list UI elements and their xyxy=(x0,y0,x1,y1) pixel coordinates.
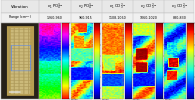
Text: $\nu_2$ PO$_4^{3-}$: $\nu_2$ PO$_4^{3-}$ xyxy=(78,1,95,12)
Text: $\nu_2$ CO$_3^{2-}$: $\nu_2$ CO$_3^{2-}$ xyxy=(140,1,157,12)
Text: 1260-960: 1260-960 xyxy=(47,16,63,20)
Text: 960-915: 960-915 xyxy=(79,16,93,20)
Bar xyxy=(1,0,194,13)
Text: 880-830: 880-830 xyxy=(173,16,186,20)
Bar xyxy=(1,23,194,99)
Text: 1060-1020: 1060-1020 xyxy=(139,16,157,20)
Text: $\nu_3$ CO$_3^{2-}$: $\nu_3$ CO$_3^{2-}$ xyxy=(171,1,188,12)
Text: $\nu_1$ CO$_3^{2-}$: $\nu_1$ CO$_3^{2-}$ xyxy=(109,1,126,12)
Text: Vibration: Vibration xyxy=(11,4,29,8)
Text: $\nu_1$ PO$_4^{3-}$: $\nu_1$ PO$_4^{3-}$ xyxy=(46,1,63,12)
Text: 1108-1060: 1108-1060 xyxy=(108,16,126,20)
Text: Range (cm$^{-1}$): Range (cm$^{-1}$) xyxy=(8,14,32,22)
Bar xyxy=(1,13,194,23)
